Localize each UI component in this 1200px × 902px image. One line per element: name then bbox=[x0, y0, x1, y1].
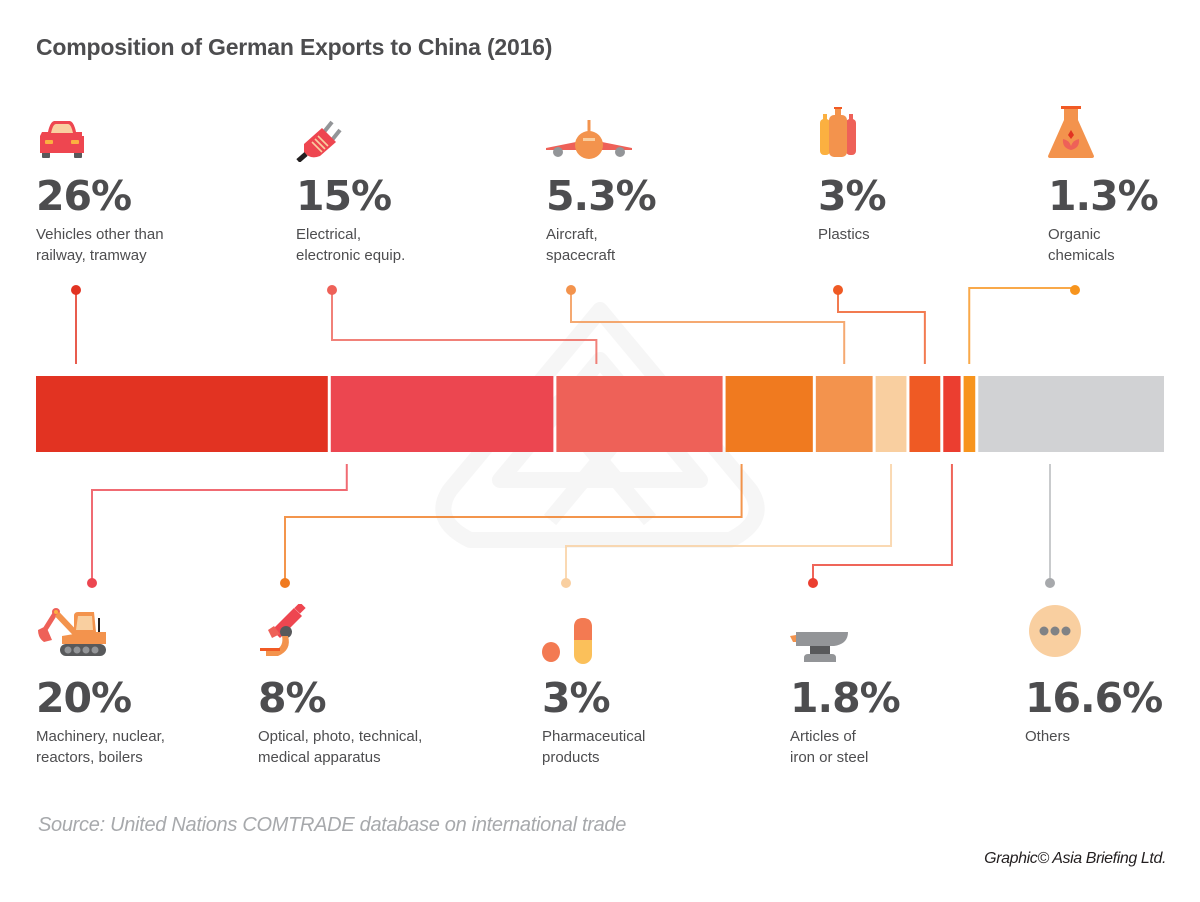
category-machinery: 20% Machinery, nuclear, reactors, boiler… bbox=[36, 674, 165, 768]
value-label: 5.3% bbox=[546, 172, 657, 220]
value-label: 1.8% bbox=[790, 674, 901, 722]
value-label: 20% bbox=[36, 674, 132, 722]
excavator-icon bbox=[38, 608, 106, 656]
connector-line bbox=[837, 290, 926, 364]
microscope-icon bbox=[260, 604, 306, 656]
label-dot bbox=[1045, 578, 1055, 588]
label-dot bbox=[561, 578, 571, 588]
anvil-icon bbox=[790, 632, 848, 662]
category-label: Optical, photo, technical, medical appar… bbox=[258, 728, 423, 766]
category-organic-chemicals: 1.3% Organic chemicals bbox=[1048, 172, 1159, 266]
flask-icon bbox=[1048, 106, 1094, 158]
category-optical: 8% Optical, photo, technical, medical ap… bbox=[258, 674, 422, 768]
category-label: Vehicles other than railway, tramway bbox=[36, 226, 164, 264]
graphic-credit: Graphic© Asia Briefing Ltd. bbox=[984, 850, 1166, 867]
label-dot bbox=[87, 578, 97, 588]
bar-segment bbox=[978, 376, 1164, 452]
bar-segment bbox=[815, 376, 873, 452]
label-dot bbox=[327, 285, 337, 295]
category-aircraft: 5.3% Aircraft, spacecraft bbox=[546, 172, 657, 266]
category-pharmaceutical: 3% Pharmaceutical products bbox=[542, 674, 645, 768]
category-iron-steel: 1.8% Articles of iron or steel bbox=[790, 674, 901, 768]
category-label: Plastics bbox=[818, 226, 870, 243]
bottles-icon bbox=[820, 107, 856, 157]
car-icon bbox=[40, 121, 84, 158]
label-dot bbox=[280, 578, 290, 588]
bar-segment bbox=[909, 376, 941, 452]
value-label: 8% bbox=[258, 674, 327, 722]
plug-icon bbox=[296, 120, 342, 162]
chart-title: Composition of German Exports to China (… bbox=[36, 34, 553, 60]
label-dot bbox=[71, 285, 81, 295]
value-label: 15% bbox=[296, 172, 392, 220]
value-label: 3% bbox=[818, 172, 887, 220]
source-note: Source: United Nations COMTRADE database… bbox=[38, 814, 627, 836]
category-vehicles: 26% Vehicles other than railway, tramway bbox=[36, 172, 164, 266]
label-dot bbox=[833, 285, 843, 295]
bar-segment bbox=[875, 376, 907, 452]
value-label: 3% bbox=[542, 674, 611, 722]
category-label: Organic chemicals bbox=[1048, 226, 1115, 264]
connector-line bbox=[91, 464, 348, 583]
category-electrical: 15% Electrical, electronic equip. bbox=[296, 172, 405, 266]
connector-line bbox=[565, 464, 893, 583]
bar-segment bbox=[943, 376, 961, 452]
label-dot bbox=[566, 285, 576, 295]
category-others: 16.6% Others bbox=[1025, 674, 1163, 747]
category-label: Pharmaceutical products bbox=[542, 728, 646, 766]
connector-line bbox=[812, 464, 953, 583]
label-dot bbox=[808, 578, 818, 588]
connector-line bbox=[968, 287, 1076, 364]
category-label: Aircraft, spacecraft bbox=[546, 226, 616, 264]
label-dot bbox=[1070, 285, 1080, 295]
category-label: Others bbox=[1025, 728, 1071, 745]
bar-segment bbox=[556, 376, 723, 452]
bar-segment bbox=[330, 376, 554, 452]
value-label: 16.6% bbox=[1025, 674, 1163, 722]
bar-segment bbox=[963, 376, 976, 452]
category-label: Machinery, nuclear, reactors, boilers bbox=[36, 728, 165, 766]
airplane-icon bbox=[546, 120, 632, 159]
bar-segment bbox=[36, 376, 328, 452]
category-plastics: 3% Plastics bbox=[818, 172, 887, 245]
bar-segment bbox=[725, 376, 813, 452]
value-label: 1.3% bbox=[1048, 172, 1159, 220]
pills-icon bbox=[542, 618, 592, 664]
category-label: Articles of iron or steel bbox=[790, 728, 869, 766]
value-label: 26% bbox=[36, 172, 132, 220]
more-dots-icon bbox=[1029, 605, 1081, 657]
connector-line bbox=[331, 290, 598, 364]
category-label: Electrical, electronic equip. bbox=[296, 226, 406, 264]
connector-line bbox=[284, 464, 743, 583]
connector-line bbox=[570, 290, 846, 364]
